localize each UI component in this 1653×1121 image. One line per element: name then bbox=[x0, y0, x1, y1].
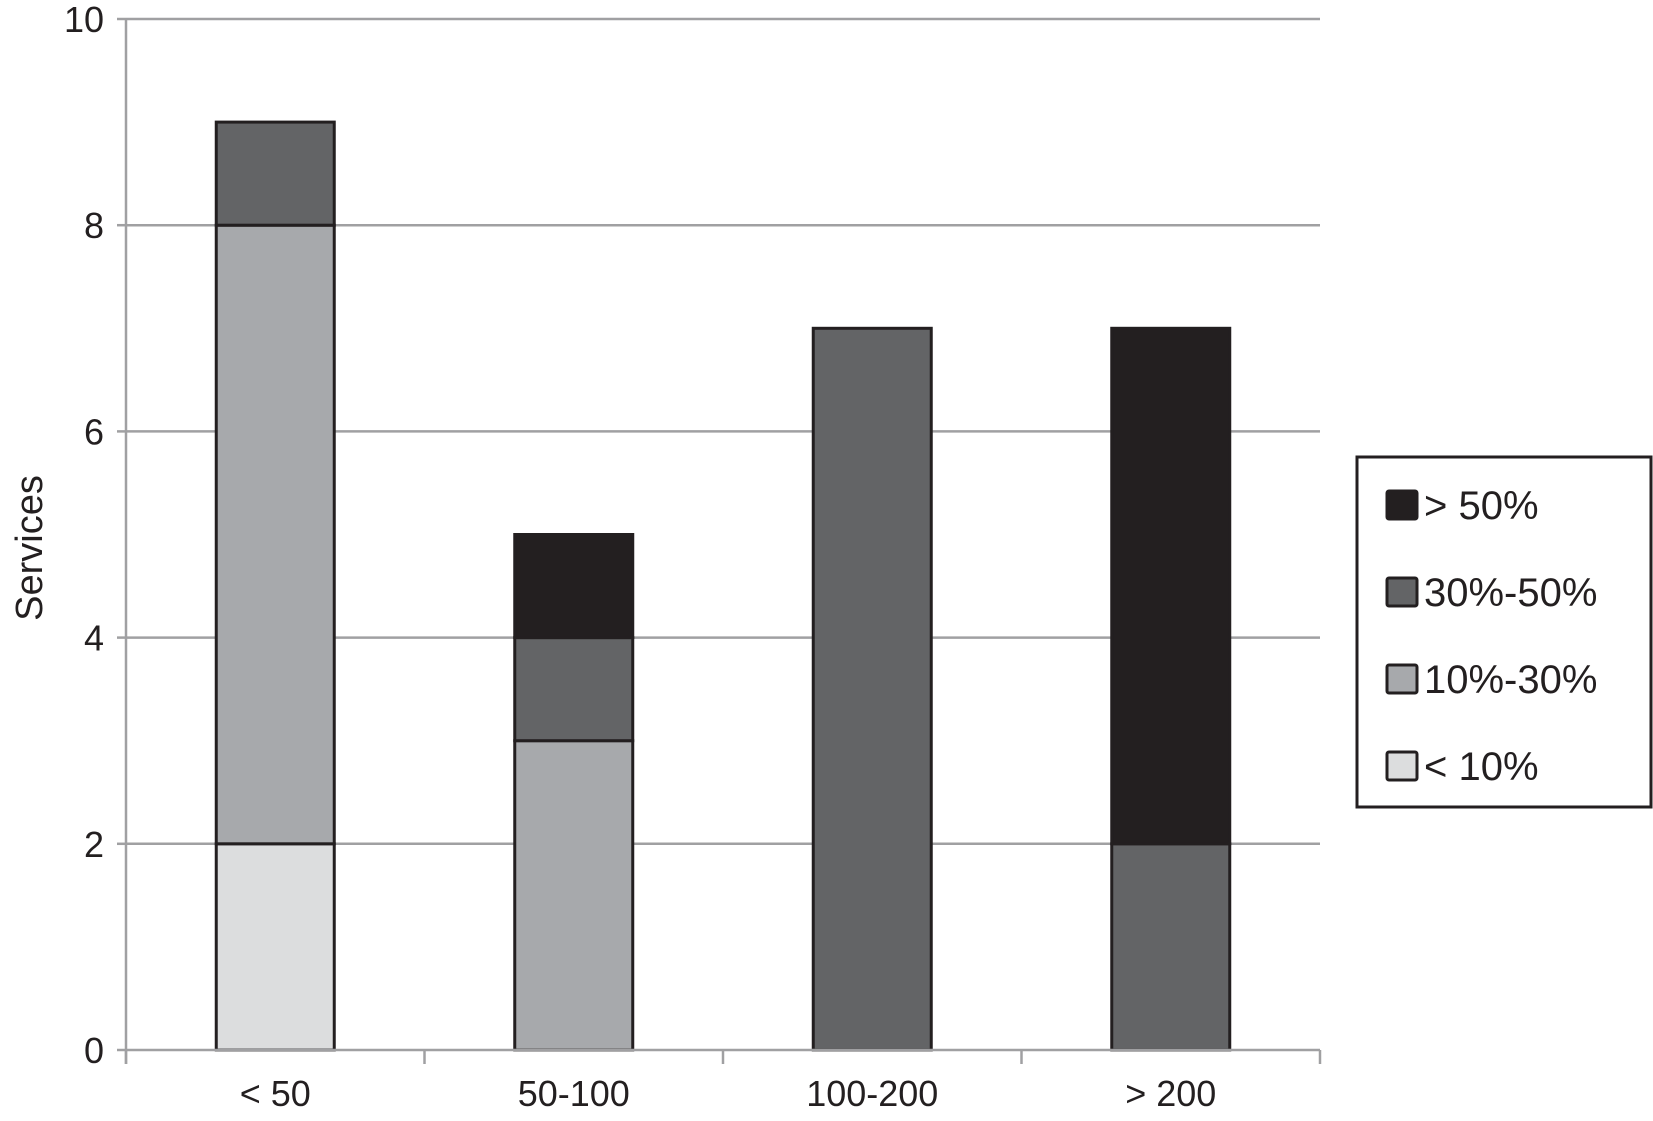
bars bbox=[214, 120, 1232, 1052]
legend-swatch bbox=[1385, 576, 1419, 608]
x-tick-label: < 50 bbox=[240, 1073, 311, 1114]
bar-segment bbox=[513, 739, 635, 1052]
legend: > 50% 30%-50% 10%-30% < 10% bbox=[1355, 455, 1653, 809]
bar-segment bbox=[1110, 842, 1232, 1052]
legend-label: 10%-30% bbox=[1424, 658, 1597, 702]
bar-segment bbox=[513, 533, 635, 640]
bar-segment bbox=[214, 120, 336, 227]
legend-swatch bbox=[1385, 489, 1419, 521]
legend-label: < 10% bbox=[1424, 745, 1539, 789]
bar-segment bbox=[811, 326, 933, 1052]
y-tick-label: 6 bbox=[84, 411, 104, 452]
y-axis-label: Services bbox=[9, 475, 51, 621]
axes: 0 2 4 6 8 10 < 50 50-100 100-200 > 200 bbox=[64, 0, 1322, 1114]
legend-label: > 50% bbox=[1424, 484, 1539, 528]
legend-label: 30%-50% bbox=[1424, 571, 1597, 615]
y-tick-label: 8 bbox=[84, 205, 104, 246]
y-tick-label: 2 bbox=[84, 824, 104, 865]
x-tick-label: 100-200 bbox=[806, 1073, 938, 1114]
legend-swatch bbox=[1385, 663, 1419, 695]
bar-segment bbox=[214, 223, 336, 846]
legend-swatch bbox=[1385, 750, 1419, 782]
x-tick-label: 50-100 bbox=[518, 1073, 630, 1114]
bar-segment bbox=[1110, 326, 1232, 846]
bar-segment bbox=[513, 636, 635, 743]
x-tick-label: > 200 bbox=[1125, 1073, 1216, 1114]
y-tick-label: 4 bbox=[84, 618, 104, 659]
y-tick-label: 10 bbox=[64, 0, 104, 40]
bar-segment bbox=[214, 842, 336, 1052]
y-tick-label: 0 bbox=[84, 1030, 104, 1071]
legend-box bbox=[1355, 455, 1653, 809]
